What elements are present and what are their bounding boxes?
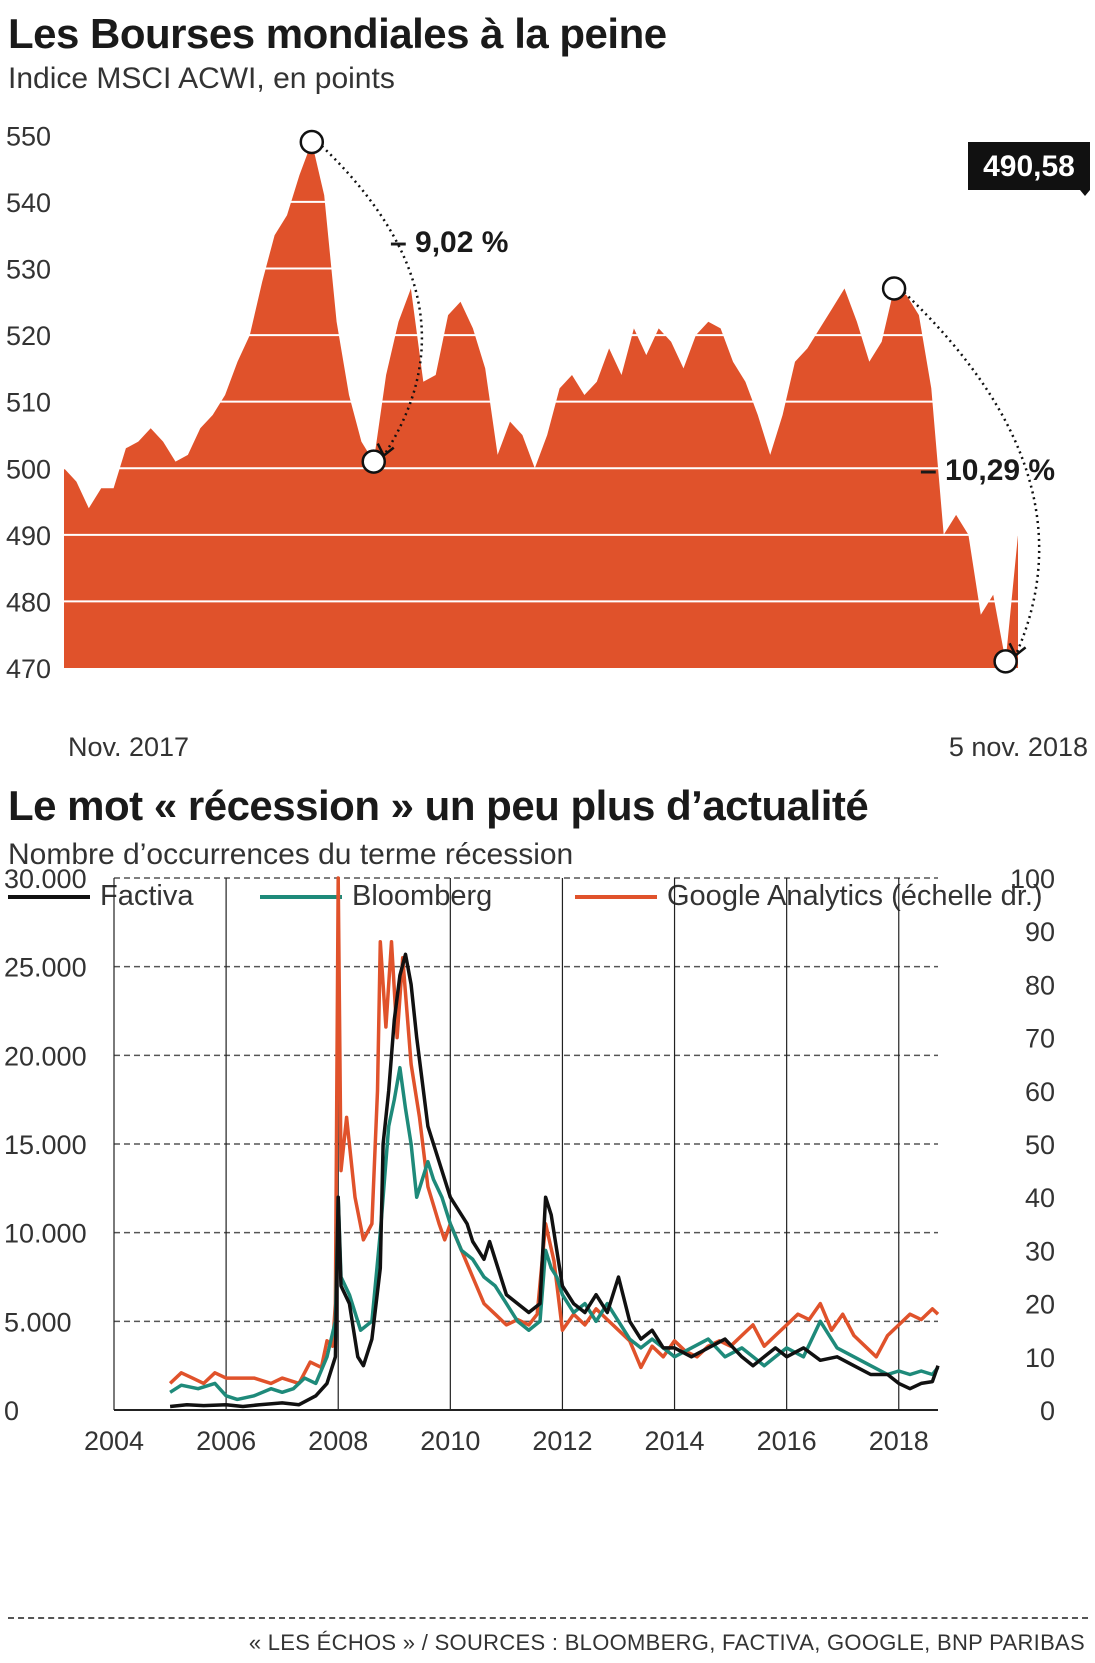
- index-area: [64, 142, 1018, 668]
- y-right-tick-label: 80: [1025, 970, 1055, 1000]
- chart1-title: Les Bourses mondiales à la peine: [8, 10, 667, 57]
- y-right-tick-label: 90: [1025, 917, 1055, 947]
- x-tick-label: 2004: [84, 1426, 144, 1456]
- x-tick-label: 2008: [308, 1426, 368, 1456]
- y-tick-label: 530: [6, 255, 51, 285]
- last-value-badge: 490,58: [968, 142, 1090, 196]
- extreme-marker: [299, 129, 325, 155]
- y-tick-label: 540: [6, 188, 51, 218]
- legend-label-bloomberg: Bloomberg: [352, 880, 493, 912]
- y-right-tick-label: 50: [1025, 1130, 1055, 1160]
- y-tick-label: 510: [6, 388, 51, 418]
- legend-label-factiva: Factiva: [100, 880, 194, 912]
- extreme-marker: [881, 276, 907, 301]
- y-tick-label: 520: [6, 321, 51, 351]
- y-right-tick-label: 10: [1025, 1343, 1055, 1373]
- extreme-marker: [993, 649, 1018, 674]
- y-left-tick-label: 0: [4, 1396, 19, 1426]
- extreme-marker: [361, 449, 386, 474]
- y-left-tick-label: 20.000: [4, 1041, 87, 1071]
- legend-swatch-factiva: [8, 894, 90, 899]
- factiva-line: [169, 952, 940, 1409]
- legend-item-google: Google Analytics (échelle dr.): [575, 880, 1043, 913]
- chart1-x-start-label: Nov. 2017: [68, 732, 189, 762]
- x-tick-label: 2006: [196, 1426, 256, 1456]
- footer-divider: [8, 1617, 1088, 1619]
- y-tick-label: 490: [6, 521, 51, 551]
- y-tick-label: 550: [6, 121, 51, 151]
- index-area-chart: 470 480 490 500 510 520 530 540 550 Nov. 2017 5 …: [6, 121, 1090, 762]
- source-note: « LES ÉCHOS » / SOURCES : BLOOMBERG, FAC…: [248, 1630, 1085, 1655]
- last-value-label: 490,58: [983, 150, 1075, 183]
- drop-arrow: [903, 291, 1041, 656]
- chart2-title: Le mot « récession » un peu plus d’actua…: [8, 782, 869, 829]
- y-right-tick-label: 20: [1025, 1290, 1055, 1320]
- y-left-tick-label: 25.000: [4, 953, 87, 983]
- y-right-tick-label: 30: [1025, 1236, 1055, 1266]
- bloomberg-line: [169, 1065, 940, 1402]
- drop-callout-1: – 9,02 %: [390, 226, 508, 259]
- legend-swatch-bloomberg: [260, 894, 342, 899]
- chart1-x-end-label: 5 nov. 2018: [949, 732, 1088, 762]
- legend-swatch-google: [575, 894, 657, 899]
- google-analytics-line: [168, 876, 940, 1386]
- x-tick-label: 2014: [645, 1426, 705, 1456]
- chart2-subtitle: Nombre d’occurrences du terme récession: [8, 838, 574, 871]
- x-tick-label: 2016: [757, 1426, 817, 1456]
- x-tick-label: 2018: [869, 1426, 929, 1456]
- y-right-tick-label: 60: [1025, 1077, 1055, 1107]
- legend-item-bloomberg: Bloomberg: [260, 880, 492, 913]
- drop-arrow: [320, 145, 424, 457]
- y-right-tick-label: 100: [1010, 864, 1055, 894]
- legend-label-google: Google Analytics (échelle dr.): [667, 880, 1043, 912]
- y-right-tick-label: 0: [1040, 1396, 1055, 1426]
- y-right-tick-label: 70: [1025, 1024, 1055, 1054]
- y-left-tick-label: 15.000: [4, 1130, 87, 1160]
- x-tick-label: 2012: [532, 1426, 592, 1456]
- y-tick-label: 500: [6, 454, 51, 484]
- drop-callout-2: – 10,29 %: [920, 454, 1055, 487]
- x-tick-label: 2010: [420, 1426, 480, 1456]
- y-left-tick-label: 10.000: [4, 1219, 87, 1249]
- y-left-tick-label: 30.000: [4, 864, 87, 894]
- chart2-legend: Factiva Bloomberg Google Analytics (éche…: [0, 880, 1095, 920]
- y-tick-label: 480: [6, 587, 51, 617]
- y-right-tick-label: 40: [1025, 1183, 1055, 1213]
- y-left-tick-label: 5.000: [4, 1307, 72, 1337]
- y-tick-label: 470: [6, 654, 51, 684]
- chart1-subtitle: Indice MSCI ACWI, en points: [8, 62, 395, 95]
- legend-item-factiva: Factiva: [8, 880, 193, 913]
